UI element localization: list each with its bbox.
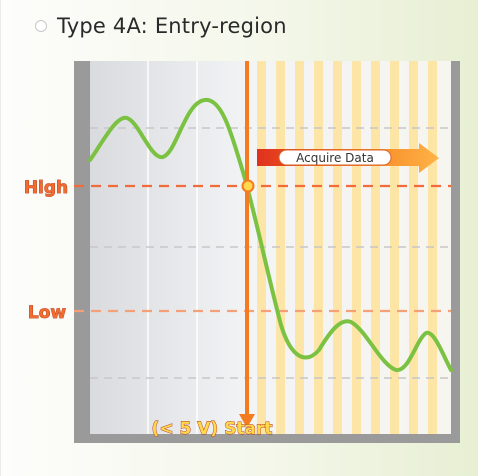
acquire-data-arrow: Acquire Data	[257, 143, 439, 173]
radio-icon[interactable]	[35, 20, 47, 32]
horizontal-grid	[90, 127, 451, 379]
page-title: Type 4A: Entry-region	[57, 14, 287, 38]
signal-curve	[88, 98, 453, 372]
title-row: Type 4A: Entry-region	[35, 12, 287, 40]
high-label: High	[24, 178, 68, 198]
acquire-data-label: Acquire Data	[296, 151, 374, 165]
start-label: (< 5 V) Start	[152, 419, 273, 439]
arrow-down-icon	[239, 414, 255, 428]
trigger-point-icon	[241, 179, 255, 193]
low-label: Low	[28, 303, 67, 323]
